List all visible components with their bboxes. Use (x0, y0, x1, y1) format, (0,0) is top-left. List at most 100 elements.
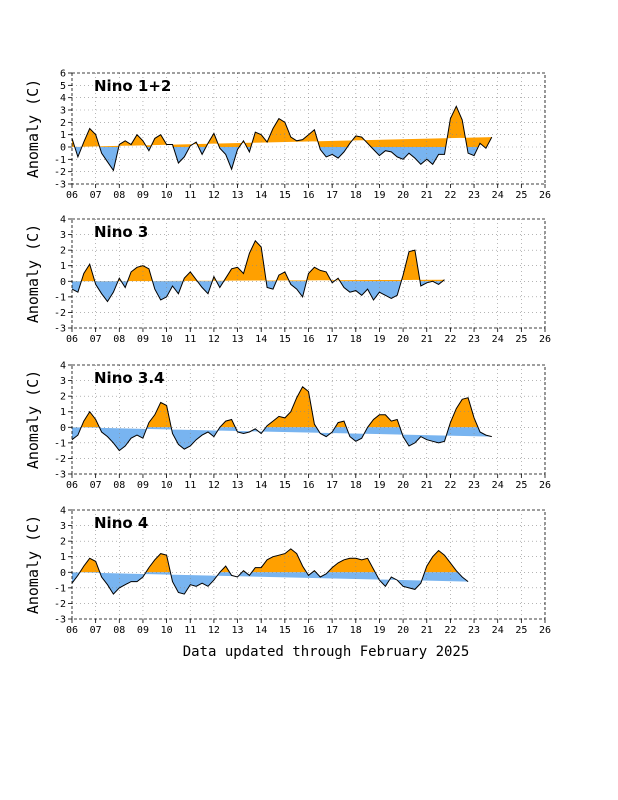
x-tick-label: 16 (302, 625, 314, 636)
x-tick-label: 08 (113, 480, 125, 491)
x-tick-label: 06 (66, 190, 78, 201)
y-axis-label: Anomaly (C) (24, 370, 42, 469)
y-tick-label: -2 (54, 308, 66, 319)
x-tick-label: 12 (208, 625, 220, 636)
positive-anomaly-area (79, 548, 458, 573)
y-tick-label: 0 (60, 423, 66, 434)
x-tick-label: 19 (373, 625, 385, 636)
x-tick-label: 10 (161, 334, 173, 345)
x-tick-label: 22 (444, 625, 456, 636)
panel-nino-3-4: 06 07 08 09 10 11 12 13 14 15 16 17 18 19 20 21 22 23 24 25… (24, 361, 551, 492)
y-tick-label: 6 (60, 69, 66, 80)
x-tick-label: 15 (279, 190, 291, 201)
y-tick-label: 3 (60, 376, 66, 387)
x-tick-label: 26 (539, 334, 551, 345)
y-axis-label: Anomaly (C) (24, 79, 42, 178)
anomaly-series-line (71, 239, 445, 303)
x-tick-label: 07 (90, 334, 102, 345)
x-tick-label: 06 (66, 480, 78, 491)
x-tick-label: 10 (161, 625, 173, 636)
panel-nino-3: 06 07 08 09 10 11 12 13 14 15 16 17 18 19 20 21 22 23 24 25… (24, 215, 551, 346)
y-tick-label: 5 (60, 81, 66, 92)
y-tick-label: -2 (54, 454, 66, 465)
y-tick-label: 4 (60, 506, 66, 517)
x-tick-label: 25 (515, 480, 527, 491)
chart-panels: 06 07 08 09 10 11 12 13 14 15 16 17 18 19 20 21 22 23 24 25… (24, 69, 551, 637)
panel-title: Nino 4 (94, 514, 148, 532)
x-tick-label: 25 (515, 190, 527, 201)
y-tick-label: 0 (60, 143, 66, 154)
negative-anomaly-area (72, 281, 443, 302)
y-tick-label: -3 (54, 615, 66, 626)
x-tick-label: 21 (421, 334, 433, 345)
x-tick-label: 26 (539, 625, 551, 636)
positive-anomaly-area (75, 240, 445, 282)
y-tick-label: 1 (60, 552, 66, 563)
y-tick-label: 4 (60, 93, 66, 104)
x-tick-label: 13 (232, 480, 244, 491)
x-tick-label: 21 (421, 480, 433, 491)
anomaly-series-line (71, 105, 493, 172)
x-tick-label: 08 (113, 190, 125, 201)
grid-lines (72, 510, 545, 619)
x-tick-label: 07 (90, 190, 102, 201)
y-axis-label: Anomaly (C) (24, 224, 42, 323)
x-tick-label: 24 (492, 334, 504, 345)
x-tick-label: 21 (421, 190, 433, 201)
x-tick-label: 11 (184, 334, 196, 345)
x-tick-label: 23 (468, 190, 480, 201)
panel-nino-1-2: 06 07 08 09 10 11 12 13 14 15 16 17 18 19 20 21 22 23 24 25… (24, 69, 551, 202)
x-tick-label: 18 (350, 625, 362, 636)
panel-title: Nino 3.4 (94, 369, 164, 387)
x-tick-label: 20 (397, 190, 409, 201)
x-tick-label: 22 (444, 334, 456, 345)
x-tick-label: 13 (232, 190, 244, 201)
y-tick-label: 1 (60, 130, 66, 141)
x-tick-label: 24 (492, 625, 504, 636)
y-tick-label: -2 (54, 599, 66, 610)
x-tick-label: 14 (255, 480, 267, 491)
y-tick-label: 4 (60, 215, 66, 226)
x-tick-label: 13 (232, 334, 244, 345)
negative-anomaly-area (72, 572, 469, 595)
y-tick-label: 2 (60, 392, 66, 403)
x-tick-label: 09 (137, 190, 149, 201)
y-tick-label: 1 (60, 407, 66, 418)
x-tick-label: 14 (255, 334, 267, 345)
x-tick-label: 24 (492, 480, 504, 491)
x-tick-label: 20 (397, 480, 409, 491)
x-tick-label: 16 (302, 480, 314, 491)
x-tick-label: 09 (137, 625, 149, 636)
x-tick-label: 11 (184, 190, 196, 201)
anomaly-series-line (71, 386, 492, 452)
x-tick-label: 11 (184, 480, 196, 491)
x-tick-label: 17 (326, 334, 338, 345)
x-tick-label: 07 (90, 480, 102, 491)
x-tick-label: 23 (468, 480, 480, 491)
x-tick-label: 25 (515, 625, 527, 636)
panel-title: Nino 3 (94, 223, 148, 241)
x-tick-label: 12 (208, 334, 220, 345)
x-tick-label: 17 (326, 625, 338, 636)
x-tick-label: 18 (350, 334, 362, 345)
footer-update-text: Data updated through February 2025 (183, 644, 470, 660)
x-tick-label: 06 (66, 625, 78, 636)
x-tick-label: 21 (421, 625, 433, 636)
x-tick-label: 22 (444, 190, 456, 201)
x-tick-label: 12 (208, 190, 220, 201)
x-tick-label: 14 (255, 625, 267, 636)
x-tick-label: 19 (373, 480, 385, 491)
anomaly-series-line (71, 548, 469, 595)
y-tick-label: 2 (60, 118, 66, 129)
x-tick-label: 26 (539, 190, 551, 201)
x-tick-label: 19 (373, 190, 385, 201)
x-tick-label: 06 (66, 334, 78, 345)
x-tick-label: 09 (137, 480, 149, 491)
grid-lines (72, 73, 545, 184)
y-tick-label: -3 (54, 324, 66, 335)
y-tick-label: 2 (60, 537, 66, 548)
x-tick-label: 22 (444, 480, 456, 491)
y-tick-label: 2 (60, 246, 66, 257)
y-tick-label: -1 (54, 292, 66, 303)
